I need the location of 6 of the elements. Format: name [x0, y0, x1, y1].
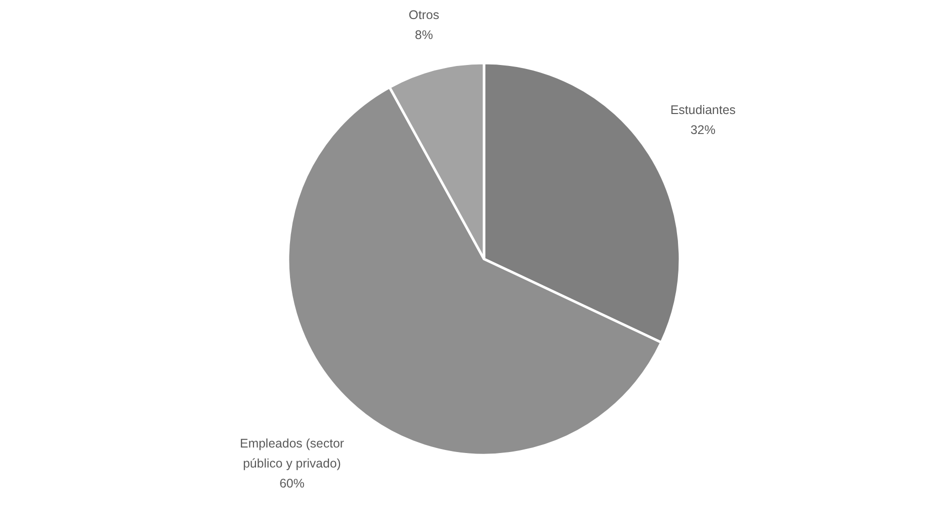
data-label: 32% [690, 123, 716, 138]
slice-label: Estudiantes [670, 103, 736, 118]
data-label: 60% [279, 476, 304, 490]
data-label: 8% [414, 28, 433, 42]
slice-label: Otros [408, 8, 440, 22]
slice-label: Empleados (sector público y privado) [240, 436, 344, 470]
